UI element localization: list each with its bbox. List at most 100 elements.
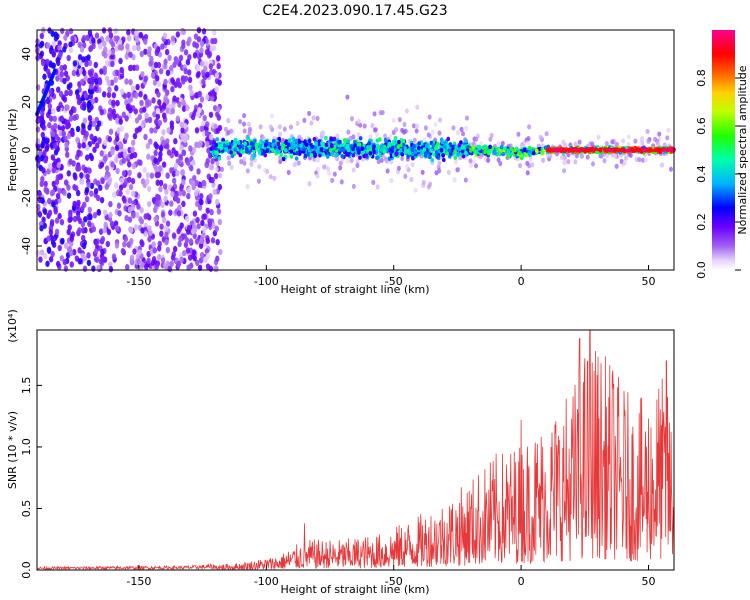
spectrogram-cell (147, 116, 153, 124)
spectrogram-cell (311, 115, 316, 121)
colorbar-tick-label: 0.8 (695, 69, 708, 87)
spectrogram-cell (238, 152, 243, 158)
spectrogram-cell (91, 37, 96, 44)
spectrogram-y-ticks: -40 -20 0 20 40 (20, 47, 42, 255)
spectrogram-cell (110, 60, 115, 68)
spectrogram-cell (173, 137, 178, 145)
spectrogram-cell (528, 152, 532, 157)
spectrogram-cell (430, 158, 435, 163)
spectrogram-cell (176, 210, 182, 217)
spectrogram-cell (166, 149, 172, 156)
spectrogram-cell (280, 146, 285, 151)
spectrogram-cell (275, 148, 280, 154)
spectrogram-cell (38, 256, 43, 263)
spectrogram-cell (222, 143, 227, 148)
spectrogram-cell (296, 160, 301, 166)
spectrogram-cell (149, 172, 155, 179)
spectrogram-cell (90, 98, 95, 105)
spectrogram-cell (372, 127, 377, 133)
spectrogram-cell (397, 139, 401, 145)
spectrogram-cell (68, 46, 74, 54)
spectrogram-cell (581, 148, 586, 152)
spectrogram-cell (570, 149, 575, 153)
spectrogram-cell (325, 154, 330, 159)
spectrogram-cell (108, 32, 114, 39)
spectrogram-cell (208, 63, 214, 70)
spectrogram-cell (67, 224, 72, 231)
spectrogram-cell (598, 147, 603, 152)
spectrogram-cell (87, 29, 93, 37)
spectrogram-cell (85, 173, 90, 180)
spectrogram-cell (59, 218, 65, 226)
spectrogram-cell (91, 120, 97, 128)
spectrogram-cell (210, 90, 216, 97)
spectrogram-cell (164, 188, 169, 195)
spectrogram-cell (245, 168, 250, 174)
spectrogram-cell (339, 179, 344, 185)
spectrogram-cell (100, 248, 105, 256)
spectrogram-cell (397, 116, 402, 123)
spectrogram-cell (93, 61, 99, 69)
spectrogram-cell (500, 140, 505, 147)
spectrogram-cell (126, 91, 131, 99)
spectrogram-cell (592, 147, 597, 152)
spectrogram-cell (102, 227, 107, 234)
spectrogram-cell (423, 151, 428, 156)
spectrogram-cell (196, 36, 202, 43)
spectrogram-cell (345, 94, 350, 100)
spectrogram-cell (169, 167, 174, 174)
spectrogram-cell (199, 96, 205, 103)
spectrogram-cell (214, 142, 219, 148)
spectrogram-cell (240, 149, 244, 155)
spectrogram-cell (233, 138, 238, 143)
spectrogram-cell (114, 242, 120, 249)
spectrogram-cell (93, 96, 99, 104)
spectrogram-cell (256, 178, 261, 184)
spectrogram-y-tick-label: 20 (20, 95, 33, 109)
spectrogram-cell (48, 256, 54, 263)
spectrogram-cell (555, 147, 560, 152)
spectrogram-cell (460, 149, 465, 154)
spectrogram-cell (174, 150, 179, 157)
spectrogram-cell (41, 167, 46, 174)
spectrogram-cell (68, 115, 74, 122)
spectrogram-cell (49, 218, 55, 226)
spectrogram-cell (155, 113, 161, 120)
spectrogram-cell (110, 149, 115, 156)
spectrogram-cell (52, 234, 58, 242)
spectrogram-cell (35, 249, 41, 257)
snr-y-label: SNR (10 * v/v) (6, 411, 19, 489)
spectrogram-cell (277, 124, 282, 130)
spectrogram-cell (312, 150, 316, 155)
spectrogram-cell (156, 80, 162, 88)
spectrogram-cell (155, 179, 160, 186)
spectrogram-cell (137, 249, 142, 256)
spectrogram-cell (66, 170, 71, 177)
spectrogram-cell (63, 34, 68, 41)
spectrogram-cell (422, 147, 427, 152)
spectrogram-cell (471, 158, 476, 165)
spectrogram-cell (499, 145, 504, 150)
spectrogram-cell (81, 234, 86, 242)
spectrogram-cell (226, 118, 231, 124)
spectrogram-cell (46, 197, 52, 205)
spectrogram-cell (438, 117, 443, 123)
spectrogram-cell (268, 174, 273, 180)
spectrogram-cell (407, 149, 411, 154)
spectrogram-cell (181, 99, 186, 106)
spectrogram-cell (442, 157, 446, 163)
spectrogram-cell (477, 146, 481, 151)
spectrogram-cell (309, 120, 314, 126)
spectrogram-cell (165, 246, 171, 254)
spectrogram-cell (194, 127, 200, 134)
spectrogram-cell (196, 141, 202, 149)
spectrogram-cell (211, 145, 216, 151)
spectrogram-cell (191, 159, 196, 166)
spectrogram-cell (162, 183, 168, 190)
spectrogram-cell (55, 260, 61, 268)
spectrogram-cell (54, 228, 60, 236)
spectrogram-cell (209, 45, 214, 52)
spectrogram-cell (50, 154, 56, 161)
spectrogram-cell (56, 105, 61, 112)
spectrogram-cell (63, 70, 69, 77)
